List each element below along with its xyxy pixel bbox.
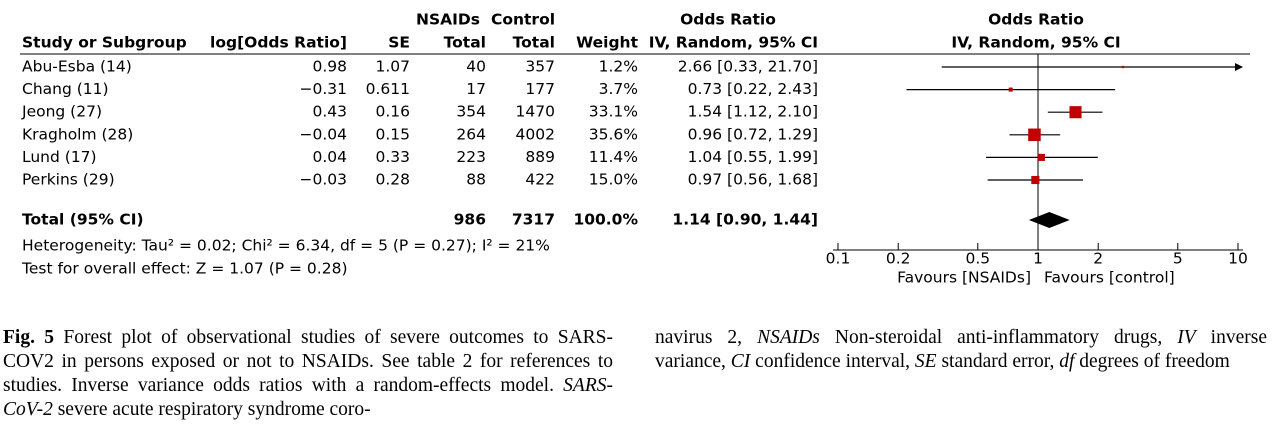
total-cell: 7317	[512, 211, 555, 229]
total-label: Total (95% CI)	[22, 211, 144, 229]
plot-subtitle: IV, Random, 95% CI	[951, 34, 1120, 52]
caption-text: standard error,	[936, 351, 1060, 372]
caption-text: df	[1059, 351, 1075, 372]
table-cell: 0.611	[366, 80, 410, 98]
table-cell: 223	[456, 148, 486, 166]
x-tick-label: 1	[1033, 250, 1043, 268]
table-cell: 0.16	[375, 103, 410, 121]
caption-text: inverse variance,	[655, 327, 1267, 372]
table-cell: 422	[525, 171, 555, 189]
table-cell: 33.1%	[589, 103, 638, 121]
x-tick-label: 0.2	[886, 250, 911, 268]
column-header: Weight	[576, 34, 638, 52]
table-cell: −0.04	[300, 125, 348, 143]
group-header: NSAIDs	[416, 11, 480, 29]
study-square	[1028, 128, 1041, 142]
group-header: Odds Ratio	[680, 11, 776, 29]
table-cell: 11.4%	[589, 148, 638, 166]
table-cell: 35.6%	[589, 125, 638, 143]
table-cell: 15.0%	[589, 171, 638, 189]
caption-right: navirus 2, NSAIDs Non-steroidal anti-inf…	[655, 326, 1267, 374]
column-header: IV, Random, 95% CI	[649, 34, 818, 52]
table-cell: 0.28	[375, 171, 410, 189]
table-cell: 1.2%	[599, 58, 638, 76]
table-cell: −0.03	[300, 171, 348, 189]
heterogeneity: Heterogeneity: Tau² = 0.02; Chi² = 6.34,…	[22, 237, 550, 255]
study-square	[1008, 87, 1013, 92]
table-cell: 357	[525, 58, 555, 76]
plot-title: Odds Ratio	[988, 11, 1084, 29]
forest-figure: NSAIDs Control Odds Ratio Odds Ratio IV,…	[20, 11, 1250, 287]
table-cell: 889	[525, 148, 555, 166]
caption-text: IV	[1177, 327, 1196, 348]
table-cell: 0.33	[375, 148, 410, 166]
table-cell: Lund (17)	[22, 148, 97, 166]
caption-text: Fig. 5	[3, 327, 55, 348]
x-tick-label: 10	[1228, 250, 1248, 268]
caption-text: Non-steroidal anti-inflammatory drugs,	[819, 327, 1178, 348]
table-cell: 17	[466, 80, 486, 98]
table-cell: 354	[456, 103, 486, 121]
caption-text: NSAIDs	[757, 327, 820, 348]
x-label-left: Favours [NSAIDs]	[897, 269, 1031, 287]
caption-text: SE	[914, 351, 937, 372]
table-cell: Kragholm (28)	[22, 125, 133, 143]
caption-text: CI	[730, 351, 751, 372]
column-header: Total	[513, 34, 555, 52]
column-header: Study or Subgroup	[22, 34, 187, 52]
study-square	[1031, 175, 1040, 185]
column-header: Total	[444, 34, 486, 52]
table-cell: 0.15	[375, 125, 410, 143]
caption-text: SARS-CoV-2	[3, 375, 613, 420]
table-cell: 0.98	[312, 58, 347, 76]
table-cell: 177	[525, 80, 555, 98]
table-cell: 0.96 [0.72, 1.29]	[688, 125, 818, 143]
group-header: Control	[491, 11, 555, 29]
caption-left: Fig. 5 Forest plot of observational stud…	[3, 326, 613, 422]
x-label-right: Favours [control]	[1044, 269, 1175, 287]
table-cell: 3.7%	[599, 80, 638, 98]
table-cell: 88	[466, 171, 486, 189]
table-cell: Abu-Esba (14)	[22, 58, 132, 76]
x-tick-label: 2	[1093, 250, 1103, 268]
study-square	[1069, 106, 1082, 119]
ci-arrow	[1235, 63, 1243, 71]
study-square	[1121, 65, 1125, 69]
caption-text: degrees of freedom	[1074, 351, 1230, 372]
table-cell: 40	[466, 58, 486, 76]
table-cell: 0.97 [0.56, 1.68]	[688, 171, 818, 189]
table-cell: Chang (11)	[22, 80, 109, 98]
table-cell: 1470	[516, 103, 555, 121]
table-cell: 0.04	[312, 148, 347, 166]
table-cell: 1.04 [0.55, 1.99]	[688, 148, 818, 166]
table-cell: 0.43	[312, 103, 347, 121]
table-cell: 264	[456, 125, 486, 143]
table-cell: 1.54 [1.12, 2.10]	[688, 103, 818, 121]
x-tick-label: 0.5	[965, 250, 990, 268]
x-tick-label: 5	[1173, 250, 1183, 268]
column-header: SE	[388, 34, 410, 52]
table-cell: 2.66 [0.33, 21.70]	[678, 58, 818, 76]
overall-effect: Test for overall effect: Z = 1.07 (P = 0…	[21, 260, 348, 278]
table-cell: 4002	[516, 125, 555, 143]
table-cell: −0.31	[300, 80, 348, 98]
x-tick-label: 0.1	[826, 250, 851, 268]
total-cell: 1.14 [0.90, 1.44]	[672, 211, 818, 229]
total-cell: 986	[454, 211, 486, 229]
caption-text: severe acute respiratory syndrome coro-	[52, 399, 371, 420]
table-cell: 0.73 [0.22, 2.43]	[688, 80, 818, 98]
caption-text: Forest plot of observational studies of …	[3, 327, 613, 396]
table-cell: Jeong (27)	[21, 103, 102, 121]
study-square	[1037, 153, 1045, 161]
total-diamond	[1028, 212, 1070, 228]
total-cell: 100.0%	[573, 211, 638, 229]
caption-text: confidence interval,	[750, 351, 915, 372]
table-cell: Perkins (29)	[22, 171, 115, 189]
caption-text: navirus 2,	[655, 327, 758, 348]
table-cell: 1.07	[375, 58, 410, 76]
column-header: log[Odds Ratio]	[210, 34, 347, 52]
